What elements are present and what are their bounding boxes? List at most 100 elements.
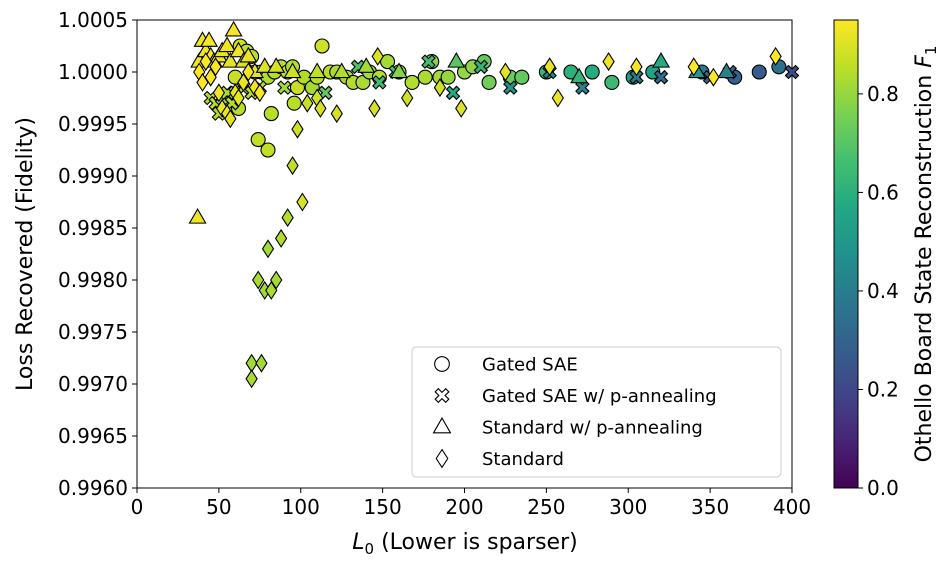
- standard-point: [551, 88, 564, 108]
- gated-sae-p-annealing-point: [277, 80, 292, 95]
- x-tick-label: 200: [445, 495, 483, 519]
- standard-p-annealing-point: [332, 62, 351, 79]
- standard-point: [455, 98, 468, 118]
- standard-p-annealing-point: [283, 62, 302, 79]
- gated-sae-p-annealing-point: [318, 85, 333, 101]
- gated-sae-point: [481, 74, 497, 90]
- gated-sae-p-annealing-point: [372, 75, 387, 90]
- standard-point: [261, 239, 275, 259]
- gated-sae-p-annealing-point: [784, 64, 800, 80]
- y-tick-label: 0.9985: [58, 216, 128, 240]
- gated-sae-point: [379, 54, 396, 70]
- standard-point: [224, 109, 237, 129]
- standard-point: [687, 57, 700, 77]
- data-points: [188, 20, 800, 389]
- y-tick-label: 1.0005: [58, 8, 128, 32]
- standard-point: [270, 270, 283, 290]
- x-tick-label: 250: [527, 495, 565, 519]
- legend-marker-triangle: [432, 416, 452, 434]
- x-tick-label: 100: [282, 495, 320, 519]
- standard-p-annealing-point: [200, 31, 219, 47]
- standard-p-annealing-point: [447, 51, 466, 68]
- standard-p-annealing-point: [255, 57, 274, 73]
- standard-point: [330, 104, 343, 124]
- gated-sae-point: [250, 132, 266, 148]
- gated-sae-p-annealing-point: [503, 80, 518, 95]
- colorbar: 0.0 0.2 0.4 0.6 0.8: [833, 19, 899, 500]
- legend-label: Standard w/ p-annealing: [482, 418, 703, 439]
- y-axis: 0.9960 0.9965 0.9970 0.9975 0.9980 0.9985 0.99…: [58, 8, 137, 500]
- standard-point: [232, 88, 245, 108]
- gated-sae-point: [514, 69, 530, 85]
- gated-sae-point: [314, 38, 330, 54]
- x-tick-label: 150: [364, 495, 402, 519]
- standard-p-annealing-point: [267, 57, 286, 73]
- gated-sae-point: [263, 106, 279, 122]
- standard-point: [499, 62, 512, 82]
- legend: Gated SAE Gated SAE w/ p-annealing Standar…: [411, 346, 782, 478]
- gated-sae-p-annealing-point: [629, 69, 644, 85]
- colorbar-tick-label: 0.8: [867, 82, 899, 106]
- y-tick-label: 0.9975: [58, 320, 128, 344]
- y-tick-label: 0.9995: [58, 112, 128, 136]
- x-tick-label: 300: [609, 495, 647, 519]
- standard-point: [301, 93, 314, 113]
- standard-point: [286, 156, 299, 176]
- legend-label: Gated SAE w/ p-annealing: [482, 386, 717, 407]
- x-tick-label: 50: [206, 495, 231, 519]
- standard-point: [291, 119, 304, 139]
- standard-point: [245, 369, 258, 389]
- y-tick-label: 0.9965: [58, 424, 128, 448]
- standard-p-annealing-point: [308, 62, 327, 79]
- standard-point: [199, 52, 212, 72]
- legend-marker-cross: [434, 387, 450, 404]
- y-axis-label: Loss Recovered (Fidelity): [13, 117, 38, 391]
- standard-p-annealing-point: [239, 46, 258, 63]
- standard-p-annealing-point: [717, 62, 736, 79]
- standard-p-annealing-point: [229, 41, 248, 58]
- colorbar-gradient: [833, 19, 859, 489]
- standard-point: [368, 98, 381, 118]
- standard-point: [255, 353, 268, 373]
- standard-point: [543, 57, 556, 77]
- standard-point: [371, 46, 384, 66]
- gated-sae-p-annealing-point: [575, 80, 590, 95]
- colorbar-tick-label: 0.0: [867, 476, 899, 500]
- standard-point: [296, 192, 309, 212]
- series-diamond: [193, 46, 782, 389]
- y-tick-label: 0.9980: [58, 268, 128, 292]
- standard-point: [242, 62, 255, 82]
- standard-point: [433, 78, 447, 98]
- y-tick-label: 0.9990: [58, 164, 128, 188]
- gated-sae-point: [751, 64, 767, 80]
- gated-sae-point: [440, 69, 456, 85]
- standard-p-annealing-point: [651, 51, 671, 68]
- gated-sae-p-annealing-point: [473, 59, 489, 75]
- standard-p-annealing-point: [389, 62, 409, 79]
- standard-p-annealing-point: [188, 207, 207, 224]
- x-axis: 0 50 100 150 200 250 300 350 400: [131, 488, 811, 519]
- colorbar-tick-label: 0.4: [867, 279, 899, 303]
- gated-sae-point: [260, 142, 276, 158]
- colorbar-tick-label: 0.2: [867, 377, 899, 401]
- x-tick-label: 350: [691, 495, 729, 519]
- standard-point: [314, 98, 327, 118]
- standard-point: [401, 88, 414, 108]
- standard-point: [602, 52, 615, 72]
- x-axis-label: L0 (Lower is sparser): [352, 530, 577, 558]
- standard-point: [209, 57, 222, 77]
- gated-sae-p-annealing-point: [445, 85, 461, 101]
- standard-point: [274, 228, 288, 248]
- gated-sae-point: [404, 74, 420, 90]
- y-tick-label: 0.9970: [58, 372, 128, 396]
- legend-label: Gated SAE: [482, 355, 578, 376]
- legend-marker-circle: [434, 356, 450, 372]
- standard-p-annealing-point: [218, 36, 237, 53]
- standard-p-annealing-point: [357, 57, 376, 73]
- standard-point: [252, 270, 265, 290]
- x-tick-label: 400: [773, 495, 811, 519]
- standard-p-annealing-point: [570, 67, 589, 84]
- standard-point: [281, 208, 294, 228]
- standard-point: [769, 46, 782, 66]
- legend-label: Standard: [482, 449, 564, 470]
